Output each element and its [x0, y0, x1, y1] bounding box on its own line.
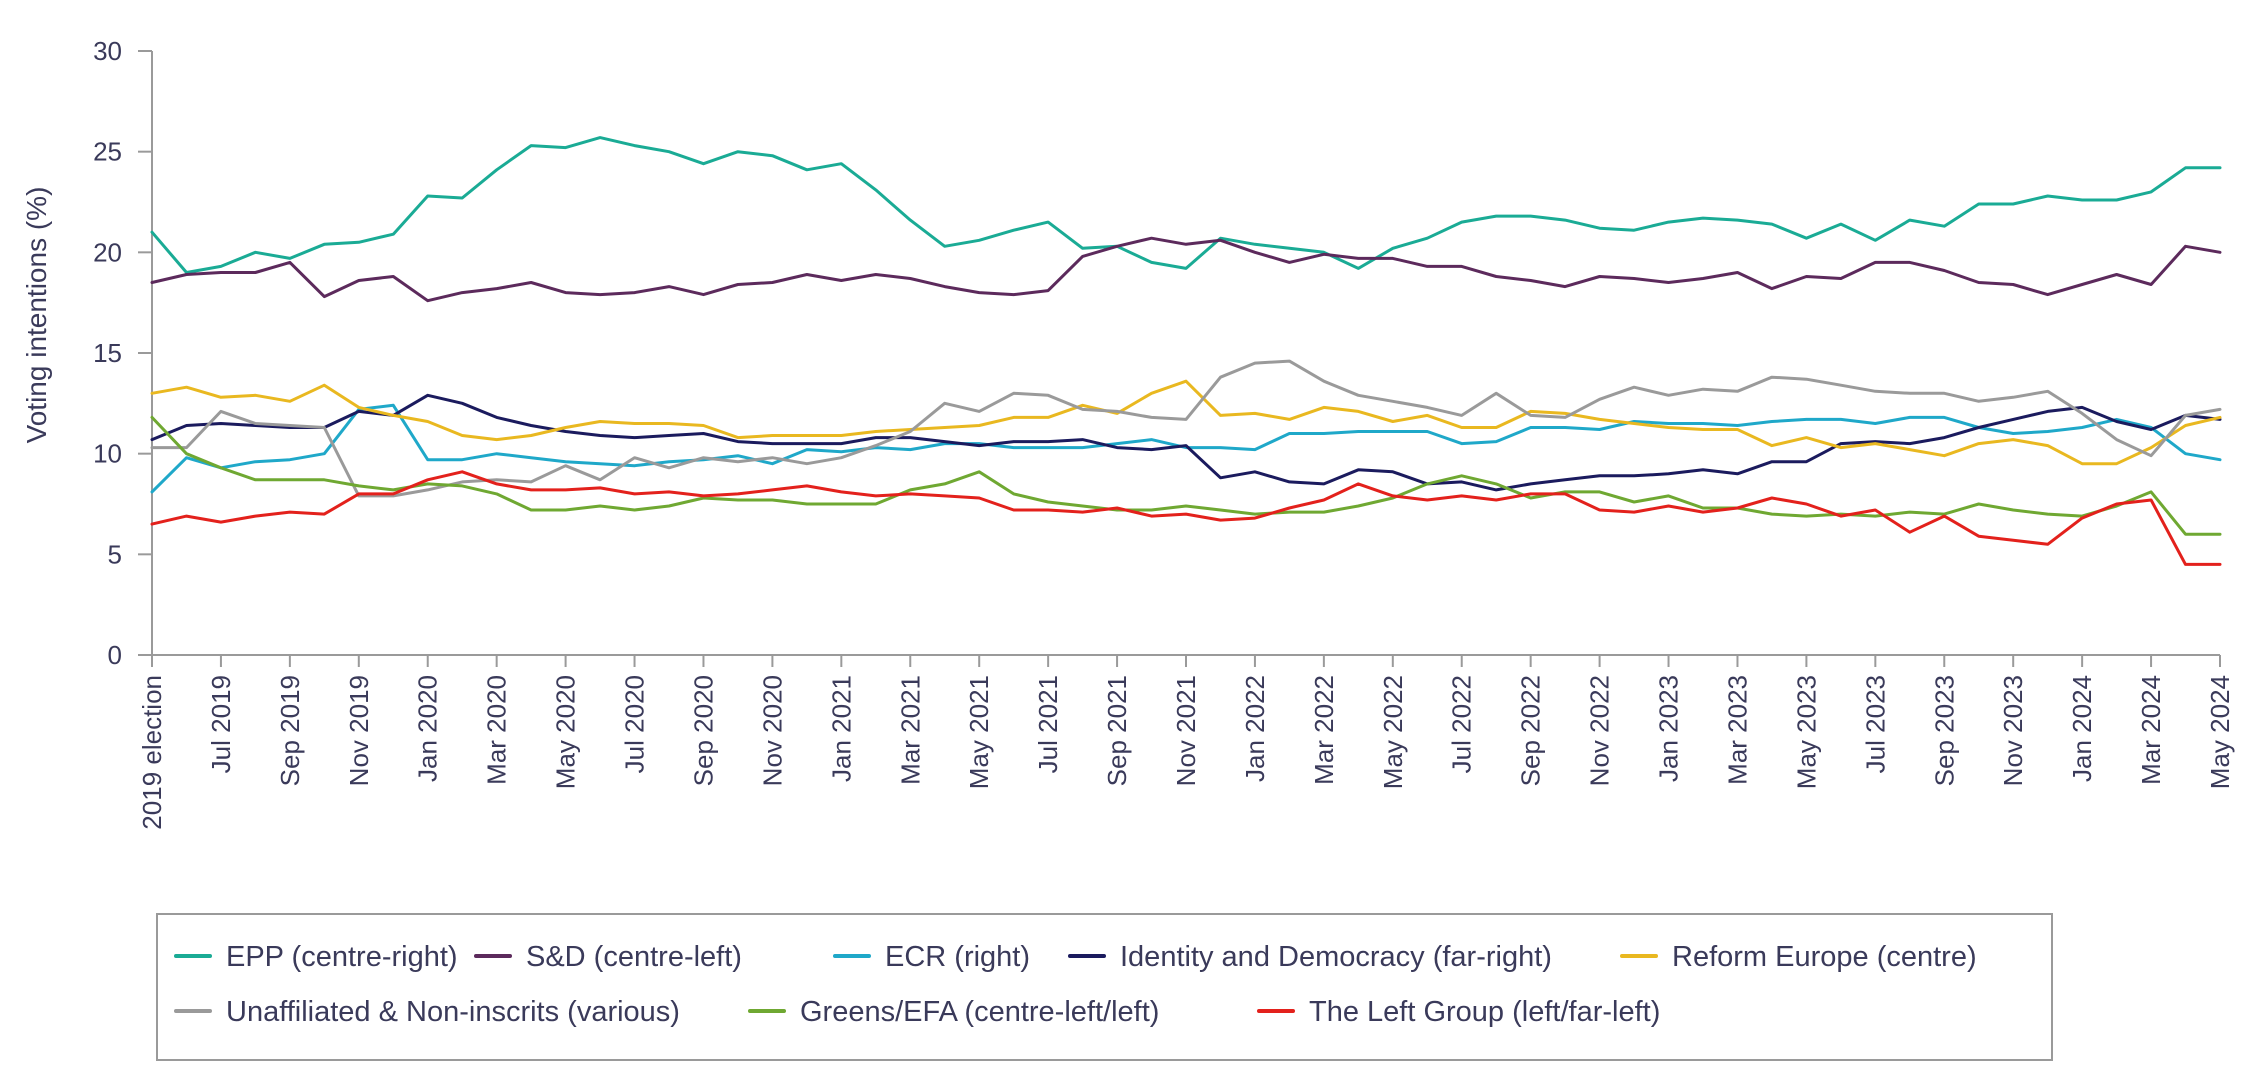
series-layer — [150, 136, 2222, 566]
y-tick-label: 25 — [93, 137, 122, 167]
y-tick-label: 20 — [93, 237, 122, 267]
series-line-5 — [150, 379, 2222, 466]
legend: EPP (centre-right) S&D (centre-left) ECR (… — [156, 913, 2053, 1061]
series-line-4 — [150, 393, 2222, 492]
legend-box — [156, 913, 2053, 1061]
x-tick-label: Nov 2022 — [1585, 675, 1615, 786]
x-tick-label: May 2022 — [1378, 675, 1408, 789]
x-tick-label: Nov 2019 — [344, 675, 374, 786]
series-line-7 — [150, 415, 2222, 536]
y-tick-label: 10 — [93, 439, 122, 469]
series-line-1 — [150, 136, 2222, 274]
series-line-8 — [150, 470, 2222, 566]
x-tick-label: Mar 2020 — [482, 675, 512, 785]
legend-label: Greens/EFA (centre-left/left) — [800, 996, 1159, 1028]
x-tick-label: Jan 2020 — [413, 675, 443, 782]
y-axis-title: Voting intentions (%) — [21, 187, 52, 444]
y-tick-label: 5 — [108, 539, 122, 569]
x-tick-label: Jan 2021 — [826, 675, 856, 782]
y-axis: 0 5 10 15 20 25 30 — [93, 36, 153, 670]
series-line-6 — [150, 359, 2222, 498]
x-tick-label: Sep 2023 — [1929, 675, 1959, 786]
y-tick-label: 0 — [108, 640, 122, 670]
y-tick-label: 30 — [93, 36, 122, 66]
x-tick-label: May 2024 — [2205, 675, 2235, 789]
x-tick-label: May 2020 — [551, 675, 581, 789]
y-tick-label: 15 — [93, 338, 122, 368]
x-tick-label: Sep 2020 — [688, 675, 718, 786]
x-tick-label: Jul 2019 — [206, 675, 236, 773]
x-tick-label: Jul 2023 — [1860, 675, 1890, 773]
x-tick-label: Nov 2021 — [1171, 675, 1201, 786]
x-tick-label: Jan 2024 — [2067, 675, 2097, 782]
x-tick-label: Jan 2022 — [1240, 675, 1270, 782]
legend-label: S&D (centre-left) — [526, 941, 742, 973]
x-tick-label: Jul 2022 — [1447, 675, 1477, 773]
legend-label: Reform Europe (centre) — [1672, 941, 1977, 973]
legend-label: Identity and Democracy (far-right) — [1120, 941, 1552, 973]
legend-label: EPP (centre-right) — [226, 941, 458, 973]
legend-label: The Left Group (left/far-left) — [1309, 996, 1660, 1028]
legend-label: ECR (right) — [885, 941, 1030, 973]
x-tick-label: Jul 2020 — [620, 675, 650, 773]
x-tick-label: May 2021 — [964, 675, 994, 789]
x-tick-label: Nov 2020 — [757, 675, 787, 786]
series-line-2 — [150, 236, 2222, 303]
x-tick-label: Sep 2019 — [275, 675, 305, 786]
x-tick-label: Jul 2021 — [1033, 675, 1063, 773]
x-tick-label: Nov 2023 — [1998, 675, 2028, 786]
x-tick-label: Sep 2021 — [1102, 675, 1132, 786]
x-tick-label: Mar 2021 — [895, 675, 925, 785]
x-tick-label: Sep 2022 — [1516, 675, 1546, 786]
x-tick-label: May 2023 — [1791, 675, 1821, 789]
legend-label: Unaffiliated & Non-inscrits (various) — [226, 996, 680, 1028]
x-tick-label: Mar 2024 — [2136, 675, 2166, 785]
x-tick-label: Jan 2023 — [1654, 675, 1684, 782]
x-tick-label: 2019 election — [137, 675, 167, 830]
x-axis: 2019 election Jul 2019 Sep 2019 Nov 2019 Jan… — [137, 654, 2235, 830]
x-tick-label: Mar 2022 — [1309, 675, 1339, 785]
x-tick-label: Mar 2023 — [1722, 675, 1752, 785]
